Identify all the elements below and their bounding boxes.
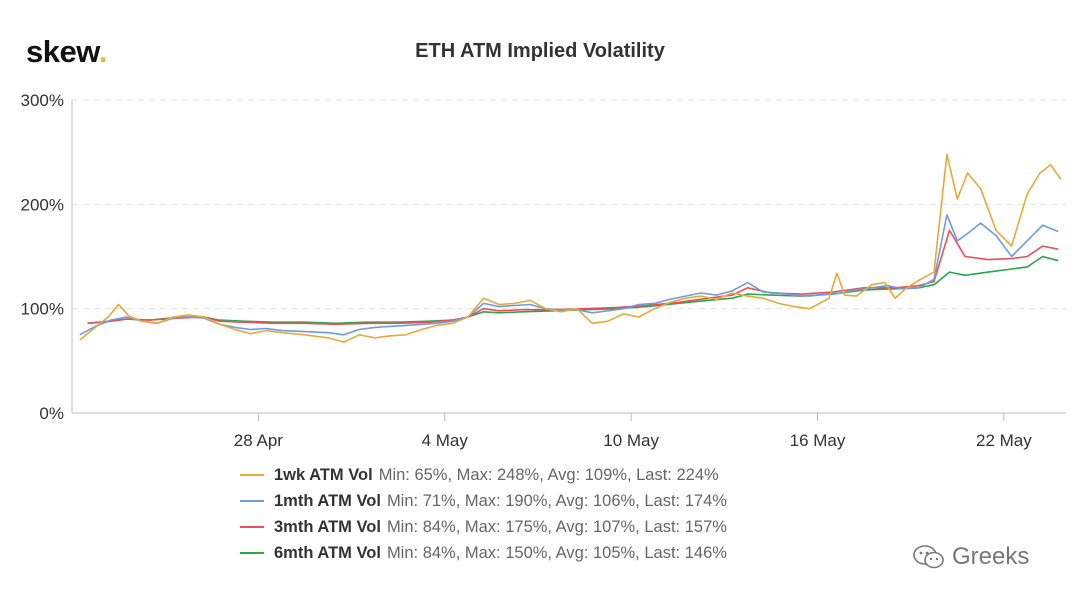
series-line-1wk bbox=[79, 153, 1062, 343]
watermark: Greeks bbox=[912, 543, 1029, 571]
y-tick-label: 0% bbox=[39, 404, 64, 423]
legend: 1wk ATM Vol Min: 65%, Max: 248%, Avg: 10… bbox=[240, 462, 727, 566]
legend-item-1wk[interactable]: 1wk ATM Vol Min: 65%, Max: 248%, Avg: 10… bbox=[240, 462, 727, 488]
wechat-icon bbox=[913, 545, 944, 569]
x-tick-label: 4 May bbox=[422, 431, 469, 450]
legend-label-3mth: 3mth ATM Vol bbox=[274, 518, 381, 536]
y-tick-label: 100% bbox=[21, 300, 64, 319]
legend-item-1mth[interactable]: 1mth ATM Vol Min: 71%, Max: 190%, Avg: 1… bbox=[240, 488, 727, 514]
logo-text: skew bbox=[26, 34, 99, 69]
y-tick-label: 200% bbox=[21, 195, 64, 214]
x-tick-label: 10 May bbox=[603, 431, 659, 450]
x-tick-label: 28 Apr bbox=[234, 431, 283, 450]
legend-stats-6mth: Min: 84%, Max: 150%, Avg: 105%, Last: 14… bbox=[386, 544, 727, 562]
legend-swatch-3mth bbox=[240, 526, 264, 528]
legend-stats-1mth: Min: 71%, Max: 190%, Avg: 106%, Last: 17… bbox=[386, 492, 727, 510]
y-tick-label: 300% bbox=[21, 91, 64, 110]
legend-swatch-1wk bbox=[240, 474, 264, 476]
chart-title: ETH ATM Implied Volatility bbox=[415, 40, 665, 62]
x-tick-label: 16 May bbox=[790, 431, 846, 450]
legend-item-3mth[interactable]: 3mth ATM Vol Min: 84%, Max: 175%, Avg: 1… bbox=[240, 514, 727, 540]
legend-swatch-1mth bbox=[240, 500, 264, 502]
logo-dot: . bbox=[98, 34, 108, 69]
legend-item-6mth[interactable]: 6mth ATM Vol Min: 84%, Max: 150%, Avg: 1… bbox=[240, 540, 727, 566]
legend-label-6mth: 6mth ATM Vol bbox=[274, 544, 381, 562]
series-line-1mth bbox=[79, 214, 1059, 336]
legend-stats-1wk: Min: 65%, Max: 248%, Avg: 109%, Last: 22… bbox=[378, 466, 719, 484]
legend-stats-3mth: Min: 84%, Max: 175%, Avg: 107%, Last: 15… bbox=[386, 518, 727, 536]
x-tick-label: 22 May bbox=[976, 431, 1032, 450]
grid-lines bbox=[72, 99, 1066, 310]
series-line-3mth bbox=[87, 229, 1059, 326]
series-lines bbox=[79, 153, 1062, 343]
legend-label-1mth: 1mth ATM Vol bbox=[274, 492, 381, 510]
watermark-text: Greeks bbox=[952, 543, 1030, 570]
series-line-6mth bbox=[87, 255, 1059, 325]
axes: 0% 100% 200% 300% 28 Apr 4 May 10 May 16 May 22 … bbox=[21, 91, 1066, 450]
skew-logo: skew. bbox=[26, 34, 107, 70]
legend-label-1wk: 1wk ATM Vol bbox=[274, 466, 373, 484]
legend-swatch-6mth bbox=[240, 552, 264, 554]
